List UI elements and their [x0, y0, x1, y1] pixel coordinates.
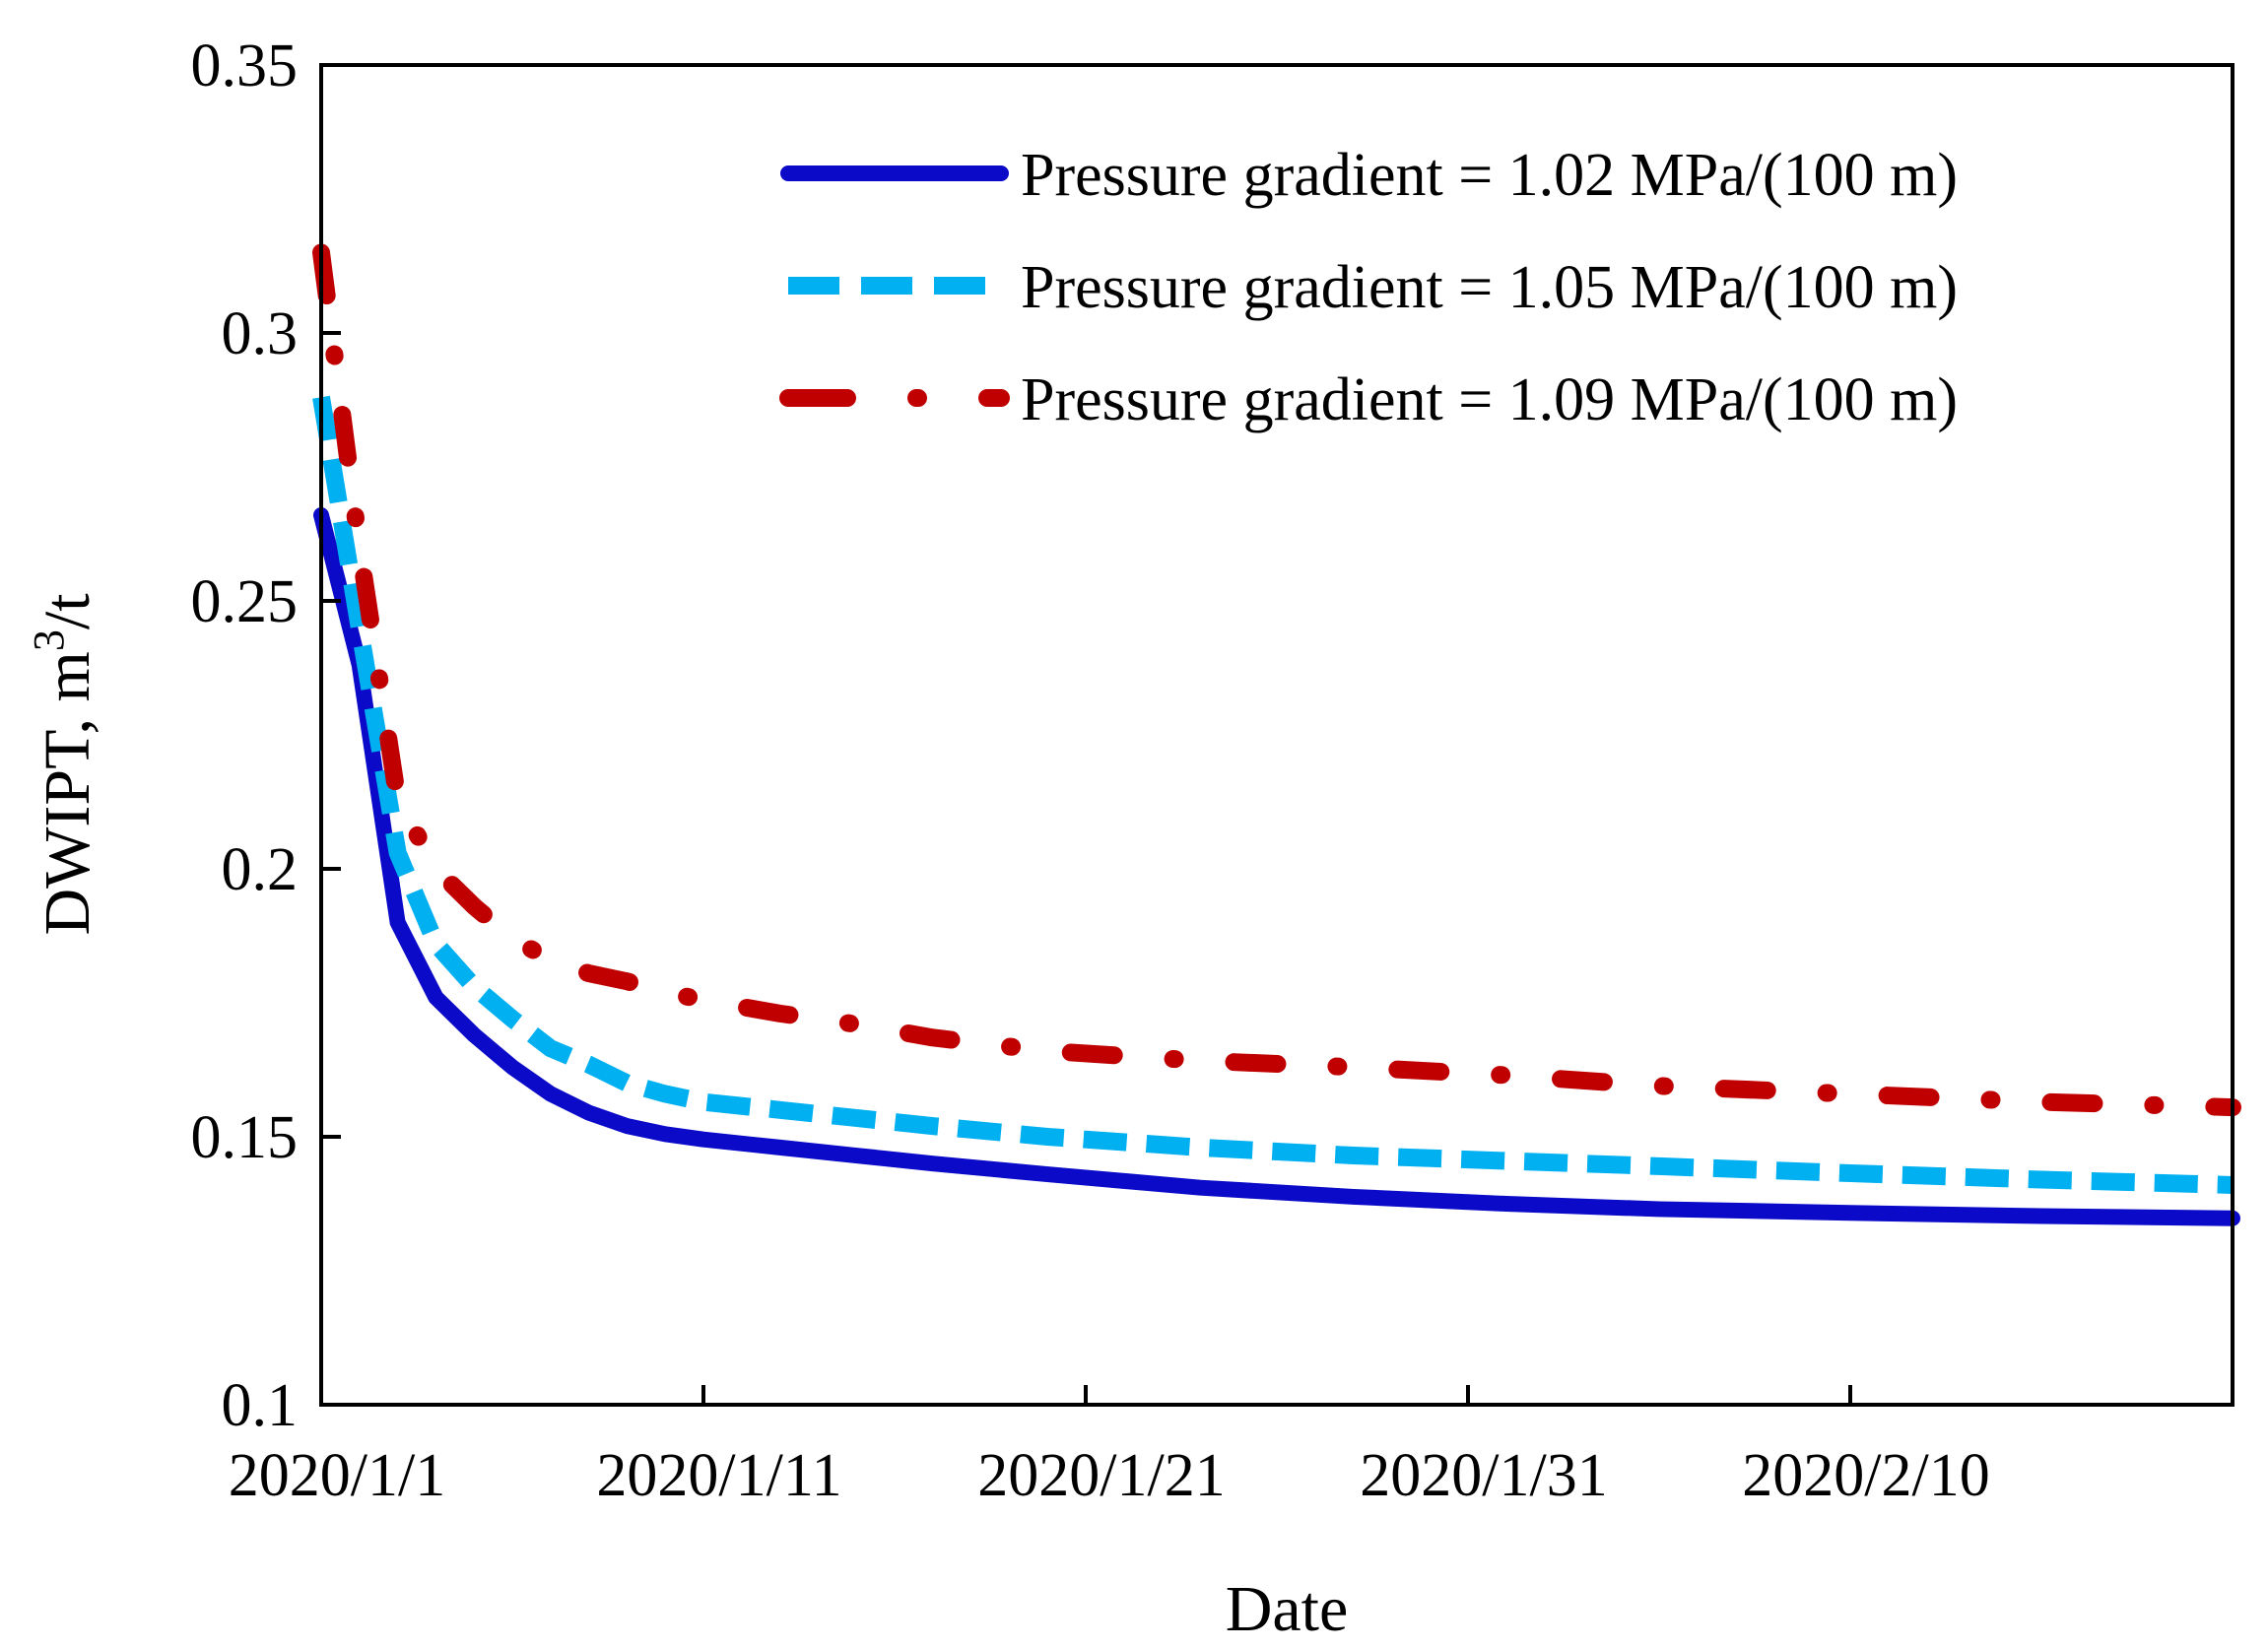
series-line-3 [312, 243, 2241, 1117]
x-tick-label: 2020/1/21 [977, 1442, 1225, 1509]
y-tick-label: 0.2 [222, 836, 299, 903]
y-tick-label: 0.1 [222, 1372, 299, 1439]
x-tick-label: 2020/1/31 [1360, 1442, 1607, 1509]
legend-label-1: Pressure gradient = 1.02 MPa/(100 m) [1021, 142, 1958, 209]
y-axis-title-text: DWIPT, m [32, 651, 103, 935]
plot-area-frame [319, 63, 2235, 1407]
x-tick-label: 2020/1/11 [596, 1442, 841, 1509]
x-tick-label: 2020/1/1 [229, 1442, 445, 1509]
y-axis-title-suffix: /t [32, 593, 103, 629]
y-axis-title-superscript: 3 [25, 629, 73, 651]
series-line-2 [312, 395, 2234, 1194]
ticks-layer: 0.1 0.15 0.2 0.25 0.3 0.35 2020/1/1 2020/1/11 20… [191, 33, 1990, 1509]
y-tick-label: 0.25 [191, 568, 299, 635]
y-tick-label: 0.35 [191, 33, 299, 99]
x-tick-label: 2020/2/10 [1742, 1442, 1989, 1509]
series-line-1 [313, 506, 2240, 1226]
y-tick-label: 0.3 [222, 300, 299, 367]
legend: Pressure gradient = 1.02 MPa/(100 m) Pres… [779, 142, 1958, 433]
legend-label-3: Pressure gradient = 1.09 MPa/(100 m) [1021, 366, 1958, 433]
series-layer [312, 243, 2241, 1226]
x-axis-title: Date [1226, 1573, 1349, 1645]
legend-label-2: Pressure gradient = 1.05 MPa/(100 m) [1021, 254, 1958, 321]
y-tick-label: 0.15 [191, 1104, 299, 1171]
y-axis-title: DWIPT, m3/t [25, 593, 103, 935]
